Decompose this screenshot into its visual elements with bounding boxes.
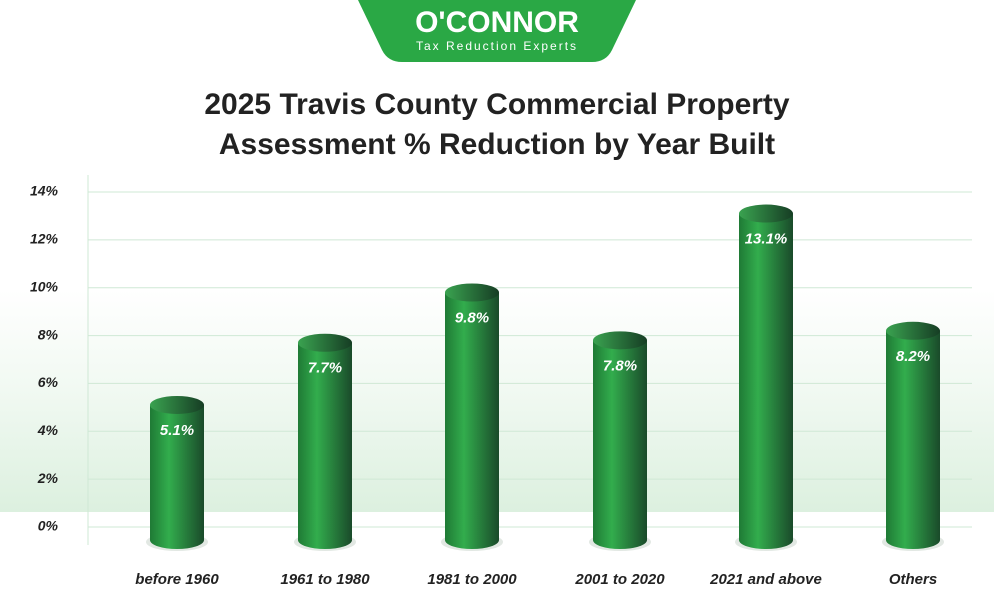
bar-top xyxy=(445,283,499,302)
bar xyxy=(298,342,352,549)
value-label: 5.1% xyxy=(160,422,194,439)
logo-tagline: Tax Reduction Experts xyxy=(416,39,578,53)
bar-top xyxy=(298,333,352,352)
value-label: 8.2% xyxy=(896,348,930,365)
bar-top xyxy=(593,331,647,350)
logo-name: O'CONNOR xyxy=(415,6,579,39)
value-label: 7.7% xyxy=(308,360,342,377)
bar xyxy=(150,404,204,549)
x-tick-label: 1981 to 2000 xyxy=(427,571,517,588)
x-tick-label: 2001 to 2020 xyxy=(574,571,665,588)
y-tick-label: 10% xyxy=(30,278,59,294)
bar xyxy=(739,213,793,550)
y-tick-label: 2% xyxy=(37,470,59,486)
bar-top xyxy=(150,395,204,414)
value-label: 7.8% xyxy=(603,357,637,374)
x-tick-label: 1961 to 1980 xyxy=(280,571,370,588)
y-tick-label: 12% xyxy=(30,231,59,247)
y-tick-label: 0% xyxy=(38,518,59,534)
y-tick-label: 4% xyxy=(37,422,59,438)
y-tick-label: 14% xyxy=(30,183,59,199)
y-tick-label: 8% xyxy=(38,326,59,342)
x-tick-label: 2021 and above xyxy=(709,571,822,588)
bar-top xyxy=(739,204,793,223)
bar xyxy=(886,330,940,549)
bar xyxy=(445,292,499,549)
value-label: 13.1% xyxy=(745,231,788,248)
y-tick-label: 6% xyxy=(38,374,59,390)
logo-tab xyxy=(358,0,636,62)
x-tick-label: Others xyxy=(889,571,937,588)
bar-top xyxy=(886,321,940,340)
value-label: 9.8% xyxy=(455,309,489,326)
chart-title: 2025 Travis County Commercial Property A… xyxy=(204,88,790,161)
x-tick-label: before 1960 xyxy=(135,571,219,588)
bar xyxy=(593,340,647,549)
